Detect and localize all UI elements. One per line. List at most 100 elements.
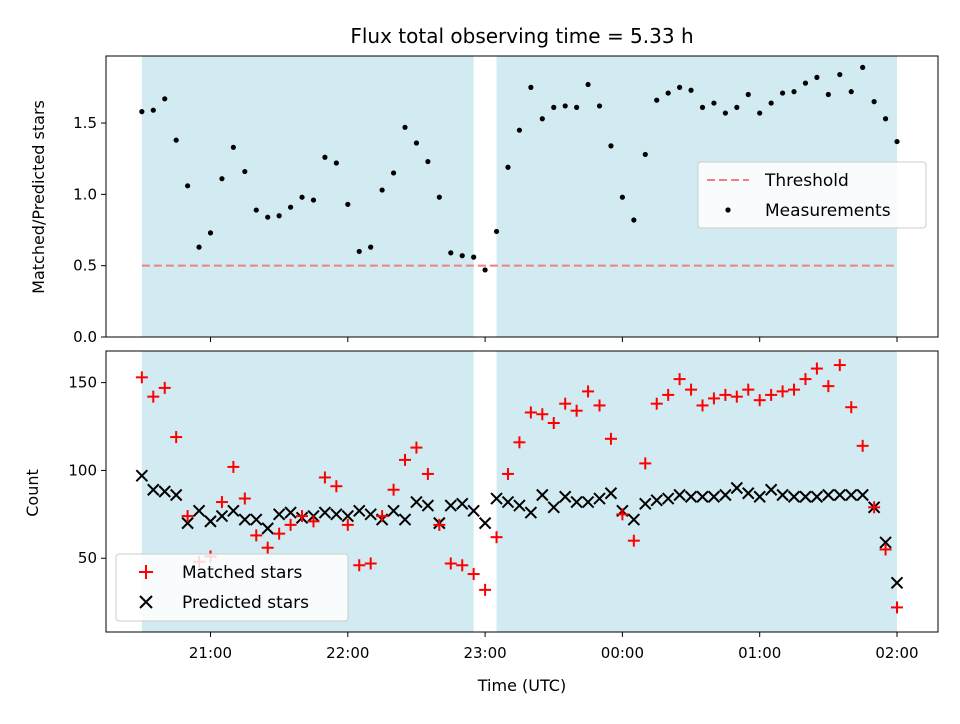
predicted-stars-marker bbox=[547, 501, 560, 514]
predicted-stars-marker bbox=[398, 513, 412, 526]
matched-stars-marker bbox=[753, 394, 766, 407]
measurement-point bbox=[539, 116, 545, 122]
measurement-point bbox=[299, 194, 305, 200]
measurement-point bbox=[253, 207, 259, 213]
predicted-legend-label: Predicted stars bbox=[182, 593, 309, 613]
predicted-stars-marker bbox=[673, 488, 686, 502]
bottom-x-axis-label: Time (UTC) bbox=[477, 676, 566, 695]
predicted-stars-marker bbox=[227, 504, 240, 518]
predicted-stars-marker bbox=[822, 488, 835, 502]
matched-stars-marker bbox=[765, 388, 778, 401]
measurement-point bbox=[482, 267, 488, 273]
matched-stars-marker bbox=[296, 510, 309, 523]
measurement-point bbox=[574, 104, 580, 110]
matched-stars-marker bbox=[387, 483, 400, 496]
matched-stars-marker bbox=[685, 383, 698, 396]
matched-stars-marker bbox=[307, 515, 320, 528]
predicted-stars-marker bbox=[593, 492, 606, 505]
matched-stars-marker bbox=[776, 385, 789, 398]
matched-stars-marker bbox=[742, 383, 755, 396]
predicted-stars-marker bbox=[776, 488, 789, 502]
measurement-point bbox=[471, 254, 477, 260]
predicted-stars-marker bbox=[341, 509, 355, 523]
matched-stars-marker bbox=[604, 432, 617, 445]
matched-stars-marker bbox=[536, 408, 549, 421]
matched-stars-marker bbox=[181, 510, 194, 523]
measurement-point bbox=[882, 116, 889, 122]
measurement-point bbox=[871, 99, 877, 105]
matched-stars-marker bbox=[261, 541, 274, 554]
measurement-point bbox=[493, 228, 500, 235]
matched-stars-marker bbox=[444, 557, 457, 570]
measurement-point bbox=[173, 137, 179, 143]
matched-stars-marker bbox=[593, 399, 606, 412]
matched-stars-marker bbox=[135, 371, 148, 384]
top-shaded-interval-0 bbox=[141, 56, 474, 337]
predicted-stars-marker bbox=[753, 490, 766, 503]
measurement-point bbox=[837, 71, 843, 78]
predicted-stars-marker bbox=[856, 488, 869, 502]
matched-stars-marker bbox=[707, 392, 720, 405]
predicted-stars-marker bbox=[536, 488, 549, 502]
measurement-point bbox=[356, 248, 362, 255]
matched-stars-marker bbox=[353, 559, 366, 572]
measurement-point bbox=[505, 164, 511, 170]
measurement-point bbox=[745, 91, 751, 98]
predicted-stars-marker bbox=[444, 499, 457, 512]
measurement-point bbox=[825, 91, 831, 98]
matched-stars-marker bbox=[627, 534, 640, 547]
predicted-stars-marker bbox=[456, 497, 469, 511]
predicted-stars-marker bbox=[169, 488, 183, 502]
bottom-y-tick-label-2: 150 bbox=[68, 374, 97, 392]
bottom-y-tick-label-1: 100 bbox=[68, 461, 97, 479]
matched-stars-marker bbox=[570, 404, 583, 417]
predicted-stars-marker bbox=[284, 506, 297, 519]
predicted-stars-marker bbox=[707, 490, 721, 503]
measurement-point bbox=[139, 109, 145, 115]
measurement-point bbox=[368, 244, 374, 250]
x-tick-label-4: 01:00 bbox=[738, 644, 781, 662]
predicted-stars-marker bbox=[845, 488, 858, 502]
measurement-point bbox=[779, 90, 786, 96]
measurement-point bbox=[207, 230, 214, 236]
measurement-point bbox=[379, 187, 385, 193]
predicted-stars-marker bbox=[558, 490, 572, 503]
top-y-tick-label-1: 0.5 bbox=[73, 257, 97, 275]
matched-stars-marker bbox=[433, 518, 446, 531]
matched-stars-marker bbox=[856, 439, 869, 452]
measurement-point bbox=[642, 151, 648, 158]
predicted-stars-marker bbox=[833, 488, 846, 502]
measurement-point bbox=[619, 194, 626, 200]
measurement-point bbox=[848, 89, 854, 95]
matched-stars-marker bbox=[833, 359, 846, 372]
measurement-point bbox=[654, 97, 660, 103]
predicted-stars-marker bbox=[192, 504, 206, 518]
measurement-point bbox=[711, 100, 717, 106]
predicted-stars-marker bbox=[238, 513, 252, 526]
matched-stars-marker bbox=[810, 362, 823, 375]
measurement-point bbox=[459, 253, 465, 259]
predicted-stars-marker bbox=[764, 483, 778, 496]
bottom-panel: 21:00 22:00 23:00 00:00 01:00 02:00 50 100 150 C… bbox=[23, 350, 939, 695]
measurement-point bbox=[390, 170, 397, 176]
measurement-point bbox=[631, 217, 637, 223]
matched-stars-marker bbox=[330, 480, 343, 493]
predicted-stars-marker bbox=[421, 499, 435, 512]
measurement-point bbox=[596, 103, 603, 109]
matched-stars-marker bbox=[479, 583, 492, 596]
matched-stars-marker bbox=[147, 390, 160, 403]
measurement-point bbox=[185, 183, 191, 189]
threshold-legend-label: Threshold bbox=[764, 171, 849, 191]
predicted-stars-marker bbox=[684, 490, 698, 503]
matched-stars-marker bbox=[513, 436, 526, 449]
measurement-point bbox=[608, 143, 614, 149]
measurement-point bbox=[802, 80, 809, 86]
matched-stars-marker bbox=[215, 496, 228, 509]
measurement-point bbox=[448, 250, 454, 256]
x-tick-label-0: 21:00 bbox=[189, 644, 232, 662]
matched-stars-marker bbox=[730, 390, 743, 403]
measurement-point bbox=[230, 144, 236, 150]
predicted-stars-marker bbox=[787, 490, 801, 503]
measurement-point bbox=[196, 244, 202, 250]
